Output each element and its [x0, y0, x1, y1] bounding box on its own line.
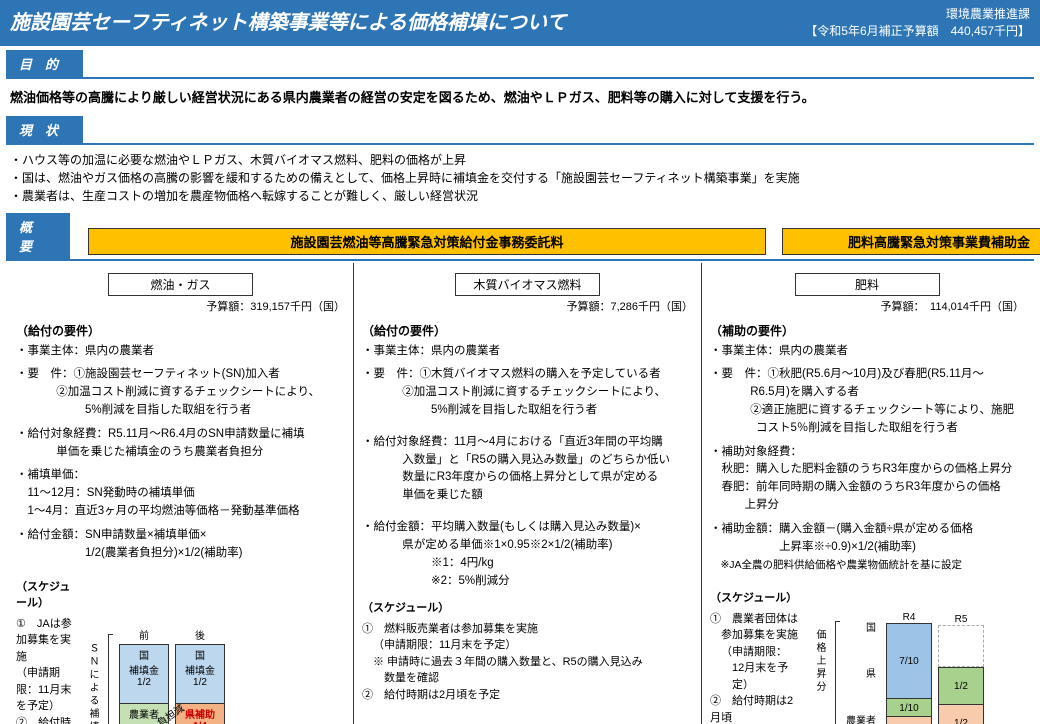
req-title: （補助の要件） — [710, 322, 1024, 339]
status-list: ハウス等の加温に必要な燃油やＬＰガス、木質バイオマス燃料、肥料の価格が上昇 国は… — [0, 147, 1040, 209]
line: 1/2(農業者負担分)×1/2(補助率) — [16, 547, 243, 559]
lbl: 前 — [139, 627, 149, 642]
req-title: （給付の要件） — [16, 322, 345, 339]
line: ※1：4円/kg — [362, 557, 494, 569]
col-fertilizer: 肥料 予算額： 114,014千円（国） （補助の要件） ・事業主体：県内の農業… — [702, 263, 1032, 724]
line: ・補助対象経費： — [710, 446, 802, 458]
sched-line: ② 給付時期は2月頃を予定 — [16, 715, 73, 724]
line: コスト5％削減を目指した取組を行う者 — [710, 422, 958, 434]
line: 11～12月：SN発動時の補填単価 — [16, 487, 195, 499]
purpose-text: 燃油価格等の高騰により厳しい経営状況にある県内農業者の経営の安定を図るため、燃油… — [0, 81, 1040, 112]
budget-2: 予算額：7,286千円（国） — [362, 298, 693, 314]
line: ②加温コスト削減に資するチェックシートにより、 — [362, 386, 666, 398]
line: ・補填単価： — [16, 469, 85, 481]
seg: 1/2 — [938, 705, 984, 724]
status-item: 農業者は、生産コストの増加を農産物価格へ転嫁することが難しく、厳しい経営状況 — [10, 187, 1030, 205]
sched-line: ② 給付時期は2月頃 — [710, 693, 804, 724]
line: 1～4月：直近3ヶ月の平均燃油等価格－発動基準価格 — [16, 505, 300, 517]
seg: 1/10 — [886, 699, 932, 717]
line: 単価を乗じた補填金のうち農業者負担分 — [16, 446, 263, 458]
banner-1: 施設園芸燃油等高騰緊急対策給付金事務委託料 — [88, 228, 766, 255]
line: ・事業主体：県内の農業者 — [710, 343, 1024, 361]
line: 県が定める単価※1×0.95※2×1/2(補助率) — [362, 539, 613, 551]
line: ※JA全農の肥料供給価格や農業物価統計を基に設定 — [710, 559, 962, 571]
tab-status: 現 状 — [6, 116, 83, 143]
chart-head: R4 — [886, 612, 932, 623]
line: R6.5月)を購入する者 — [710, 386, 859, 398]
line: ・要 件：①秋肥(R5.6月～10月)及び春肥(R5.11月～ — [710, 368, 984, 380]
page-title: 施設園芸セーフティネット構築事業等による価格補填について — [10, 6, 566, 35]
line: ・補助金額：購入金額－(購入金額÷県が定める価格 — [710, 523, 973, 535]
budget-3: 予算額： 114,014千円（国） — [710, 298, 1024, 314]
line: ・要 件：①施設園芸セーフティネット(SN)加入者 — [16, 368, 280, 380]
banner-2: 肥料高騰緊急対策事業費補助金 — [782, 228, 1040, 255]
sched-title: （スケジュール） — [710, 590, 804, 607]
sched-line: （申請期限：11月末を予定） — [16, 665, 73, 715]
col-fuel: 燃油・ガス 予算額：319,157千円（国） （給付の要件） ・事業主体：県内の… — [8, 263, 354, 724]
sched-line: 12月末を予定） — [710, 660, 804, 693]
sched-line: ① JAは参加募集を実施 — [16, 616, 73, 666]
seg: 2/10 — [886, 717, 932, 724]
sched-line: ① 燃料販売業者は参加募集を実施 — [362, 621, 693, 638]
status-item: 国は、燃油やガス価格の高騰の影響を緩和するための備えとして、価格上昇時に補填金を… — [10, 169, 1030, 187]
line: ②適正施肥に資するチェックシート等により、施肥 — [710, 404, 1014, 416]
dept: 環境農業推進課 — [805, 6, 1030, 23]
diagram-2: 価格上昇分 国 県 農業者 R4 7/10 1/10 2/10 — [810, 580, 1024, 724]
seg: 1/2 — [938, 667, 984, 705]
diagram-1: ＳＮによる補填金額 前 国 補填金 1/2 農業者 負担 1/2 後 国 補填金… — [83, 573, 345, 724]
legend-item: 国 — [846, 619, 876, 634]
line: ・要 件：①木質バイオマス燃料の購入を予定している者 — [362, 368, 661, 380]
header-meta: 環境農業推進課 【令和5年6月補正予算額 440,457千円】 — [805, 6, 1030, 40]
line: ・給付対象経費：R5.11月～R6.4月のSN申請数量に補填 — [16, 428, 305, 440]
line: 5%削減を目指した取組を行う者 — [16, 404, 251, 416]
line: ・給付対象経費：11月～4月における「直近3年間の平均購 — [362, 436, 663, 448]
req-title: （給付の要件） — [362, 322, 693, 339]
line: 上昇率※÷0.9)×1/2(補助率) — [710, 541, 916, 553]
sched-line: ② 給付時期は2月頃を予定 — [362, 687, 693, 704]
line: ※2：5%削減分 — [362, 575, 510, 587]
legend-item: 農業者 — [846, 712, 876, 724]
sched-line: （申請期限： — [710, 644, 804, 661]
header: 施設園芸セーフティネット構築事業等による価格補填について 環境農業推進課 【令和… — [0, 0, 1040, 46]
diag-side: ＳＮによる補填金額 — [83, 639, 102, 724]
sched-line: ※ 申請時に過去３年間の購入数量と、R5の購入見込み — [362, 654, 693, 671]
lbl: 後 — [195, 627, 205, 642]
line: 秋肥：購入した肥料金額のうちR3年度からの価格上昇分 — [710, 463, 1012, 475]
line: 数量にR3年度からの価格上昇分として県が定める — [362, 471, 658, 483]
line: ・給付金額：平均購入数量(もしくは購入見込み数量)× — [362, 521, 641, 533]
sched-title: （スケジュール） — [362, 600, 693, 617]
sched-line: 参加募集を実施 — [710, 627, 804, 644]
sched-line: 数量を確認 — [362, 670, 693, 687]
line: 単価を乗じた額 — [362, 489, 483, 501]
tab-purpose: 目 的 — [6, 50, 83, 77]
status-item: ハウス等の加温に必要な燃油やＬＰガス、木質バイオマス燃料、肥料の価格が上昇 — [10, 151, 1030, 169]
block: 国 補填金 1/2 — [175, 644, 225, 704]
header-budget: 【令和5年6月補正予算額 440,457千円】 — [805, 23, 1030, 40]
legend-item: 県 — [846, 665, 876, 680]
line: 5%削減を目指した取組を行う者 — [362, 404, 597, 416]
seg — [938, 625, 984, 667]
subhead-fert: 肥料 — [795, 273, 940, 296]
line: ・給付金額：SN申請数量×補填単価× — [16, 529, 206, 541]
budget-1: 予算額：319,157千円（国） — [16, 298, 345, 314]
line: 上昇分 — [710, 499, 779, 511]
tab-summary: 概 要 — [6, 213, 70, 259]
line: ②加温コスト削減に資するチェックシートにより、 — [16, 386, 320, 398]
sched-line: （申請期限：11月末を予定） — [362, 637, 693, 654]
chart-side: 価格上昇分 — [810, 625, 829, 698]
seg: 7/10 — [886, 623, 932, 699]
sched-title: （スケジュール） — [16, 579, 73, 612]
sched-line: ① 農業者団体は — [710, 611, 804, 628]
line: ・事業主体：県内の農業者 — [16, 343, 345, 361]
main-columns: 燃油・ガス 予算額：319,157千円（国） （給付の要件） ・事業主体：県内の… — [0, 263, 1040, 724]
subhead-fuel: 燃油・ガス — [108, 273, 253, 296]
line: 入数量」と「R5の購入見込み数量」のどちらか低い — [362, 454, 670, 466]
legend: 国 県 農業者 — [846, 603, 880, 724]
block: 国 補填金 1/2 — [119, 644, 169, 704]
col-biomass: 木質バイオマス燃料 予算額：7,286千円（国） （給付の要件） ・事業主体：県… — [354, 263, 702, 724]
line: ・事業主体：県内の農業者 — [362, 343, 693, 361]
chart-head: R5 — [938, 614, 984, 625]
subhead-biomass: 木質バイオマス燃料 — [455, 273, 600, 296]
line: 春肥：前年同時期の購入金額のうちR3年度からの価格 — [710, 481, 1001, 493]
